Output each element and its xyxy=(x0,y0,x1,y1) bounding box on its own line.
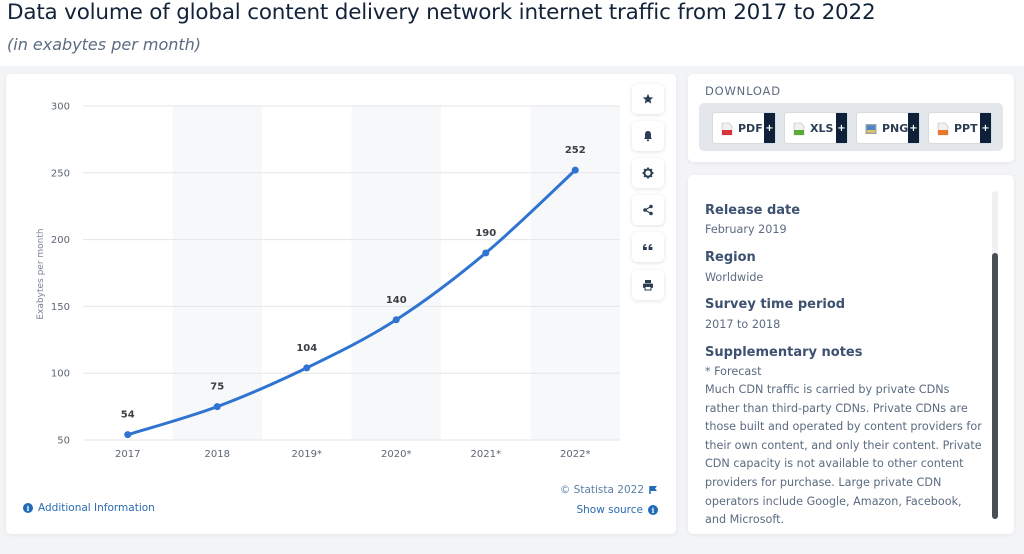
notification-button[interactable] xyxy=(632,121,664,151)
copyright-text: © Statista 2022 xyxy=(559,484,644,496)
share-button[interactable] xyxy=(632,195,664,225)
data-point xyxy=(303,364,311,372)
data-point xyxy=(392,316,400,324)
quote-icon xyxy=(643,244,653,250)
print-button[interactable] xyxy=(632,270,664,300)
data-label: 140 xyxy=(386,295,407,306)
flag-icon xyxy=(649,486,657,494)
release-date-value: February 2019 xyxy=(705,223,787,236)
category-band xyxy=(530,106,620,440)
chart-card: 50 100 150 200 250 300 2017 2018 2019* 2020* 2021… xyxy=(6,74,676,534)
settings-button[interactable] xyxy=(632,158,664,188)
scrollbar-thumb[interactable] xyxy=(992,253,998,519)
region-value: Worldwide xyxy=(705,271,764,284)
y-tick-label: 300 xyxy=(51,102,70,113)
data-point xyxy=(213,403,221,411)
region-heading: Region xyxy=(705,250,756,265)
survey-period-value: 2017 to 2018 xyxy=(705,318,781,331)
data-label: 104 xyxy=(296,343,317,354)
x-tick-label: 2019* xyxy=(292,449,322,460)
data-point xyxy=(571,166,579,174)
download-buttons: PDF + XLS + PNG + PPT + xyxy=(699,103,1003,151)
data-points xyxy=(124,166,579,439)
category-band xyxy=(351,106,441,440)
x-tick-label: 2022* xyxy=(560,449,590,460)
data-label: 190 xyxy=(475,228,496,239)
download-png-button[interactable]: PNG + xyxy=(856,112,920,144)
data-labels: 54 75 104 140 190 252 xyxy=(121,145,586,421)
ppt-more-icon[interactable]: + xyxy=(980,113,991,143)
download-ppt-button[interactable]: PPT + xyxy=(928,112,992,144)
x-axis-ticks: 2017 2018 2019* 2020* 2021* 2022* xyxy=(115,449,590,460)
supplementary-notes-heading: Supplementary notes xyxy=(705,345,863,360)
download-label: DOWNLOAD xyxy=(705,84,781,98)
png-more-icon[interactable]: + xyxy=(908,113,919,143)
survey-period-heading: Survey time period xyxy=(705,297,846,312)
copyright[interactable]: © Statista 2022 xyxy=(560,484,658,496)
y-axis-ticks: 50 100 150 200 250 300 xyxy=(51,102,70,447)
xls-file-icon xyxy=(793,121,805,136)
page-subtitle: (in exabytes per month) xyxy=(7,35,202,54)
statistic-details-panel: Release date February 2019 Region Worldw… xyxy=(688,175,1014,534)
star-icon xyxy=(642,93,654,104)
y-tick-label: 50 xyxy=(57,436,70,447)
y-tick-label: 150 xyxy=(51,302,70,313)
header: Data volume of global content delivery n… xyxy=(0,0,1024,66)
data-label: 252 xyxy=(565,145,586,156)
data-point xyxy=(482,249,490,257)
download-xls-button[interactable]: XLS + xyxy=(784,112,848,144)
printer-icon xyxy=(643,280,653,291)
pdf-more-icon[interactable]: + xyxy=(764,113,775,143)
x-tick-label: 2021* xyxy=(471,449,501,460)
release-date-heading: Release date xyxy=(705,203,801,218)
forecast-note: * Forecast xyxy=(705,365,762,378)
category-band xyxy=(172,106,262,440)
info-icon: i xyxy=(23,503,33,513)
category-bands xyxy=(172,106,620,440)
data-label: 75 xyxy=(210,382,224,393)
y-tick-label: 100 xyxy=(51,369,70,380)
gear-icon xyxy=(642,167,654,179)
page-title: Data volume of global content delivery n… xyxy=(7,0,876,25)
x-tick-label: 2017 xyxy=(115,449,140,460)
y-tick-label: 200 xyxy=(51,235,70,246)
share-icon xyxy=(643,204,653,216)
ppt-file-icon xyxy=(937,121,949,136)
x-tick-label: 2018 xyxy=(205,449,230,460)
xls-more-icon[interactable]: + xyxy=(836,113,847,143)
line-chart: 50 100 150 200 250 300 2017 2018 2019* 2020* 2021… xyxy=(36,102,620,460)
show-source-label: Show source xyxy=(576,504,643,516)
favorite-button[interactable] xyxy=(632,84,664,114)
data-point xyxy=(124,431,132,439)
png-file-icon xyxy=(865,121,877,135)
gridlines xyxy=(83,105,620,441)
bell-icon xyxy=(644,131,652,142)
x-tick-label: 2020* xyxy=(381,449,411,460)
y-tick-label: 250 xyxy=(51,168,70,179)
additional-information-link[interactable]: i Additional Information xyxy=(23,502,155,514)
cite-button[interactable] xyxy=(632,232,664,262)
info-icon: i xyxy=(648,505,658,515)
additional-information-label: Additional Information xyxy=(38,502,155,514)
y-axis-label: Exabytes per month xyxy=(36,228,46,319)
download-panel: DOWNLOAD PDF + XLS + PNG + PPT + xyxy=(688,74,1014,162)
download-pdf-button[interactable]: PDF + xyxy=(712,112,776,144)
show-source-link[interactable]: Show source i xyxy=(576,504,658,516)
data-label: 54 xyxy=(121,410,135,421)
supplementary-notes-text: Much CDN traffic is carried by private C… xyxy=(705,383,982,527)
pdf-file-icon xyxy=(721,121,733,136)
